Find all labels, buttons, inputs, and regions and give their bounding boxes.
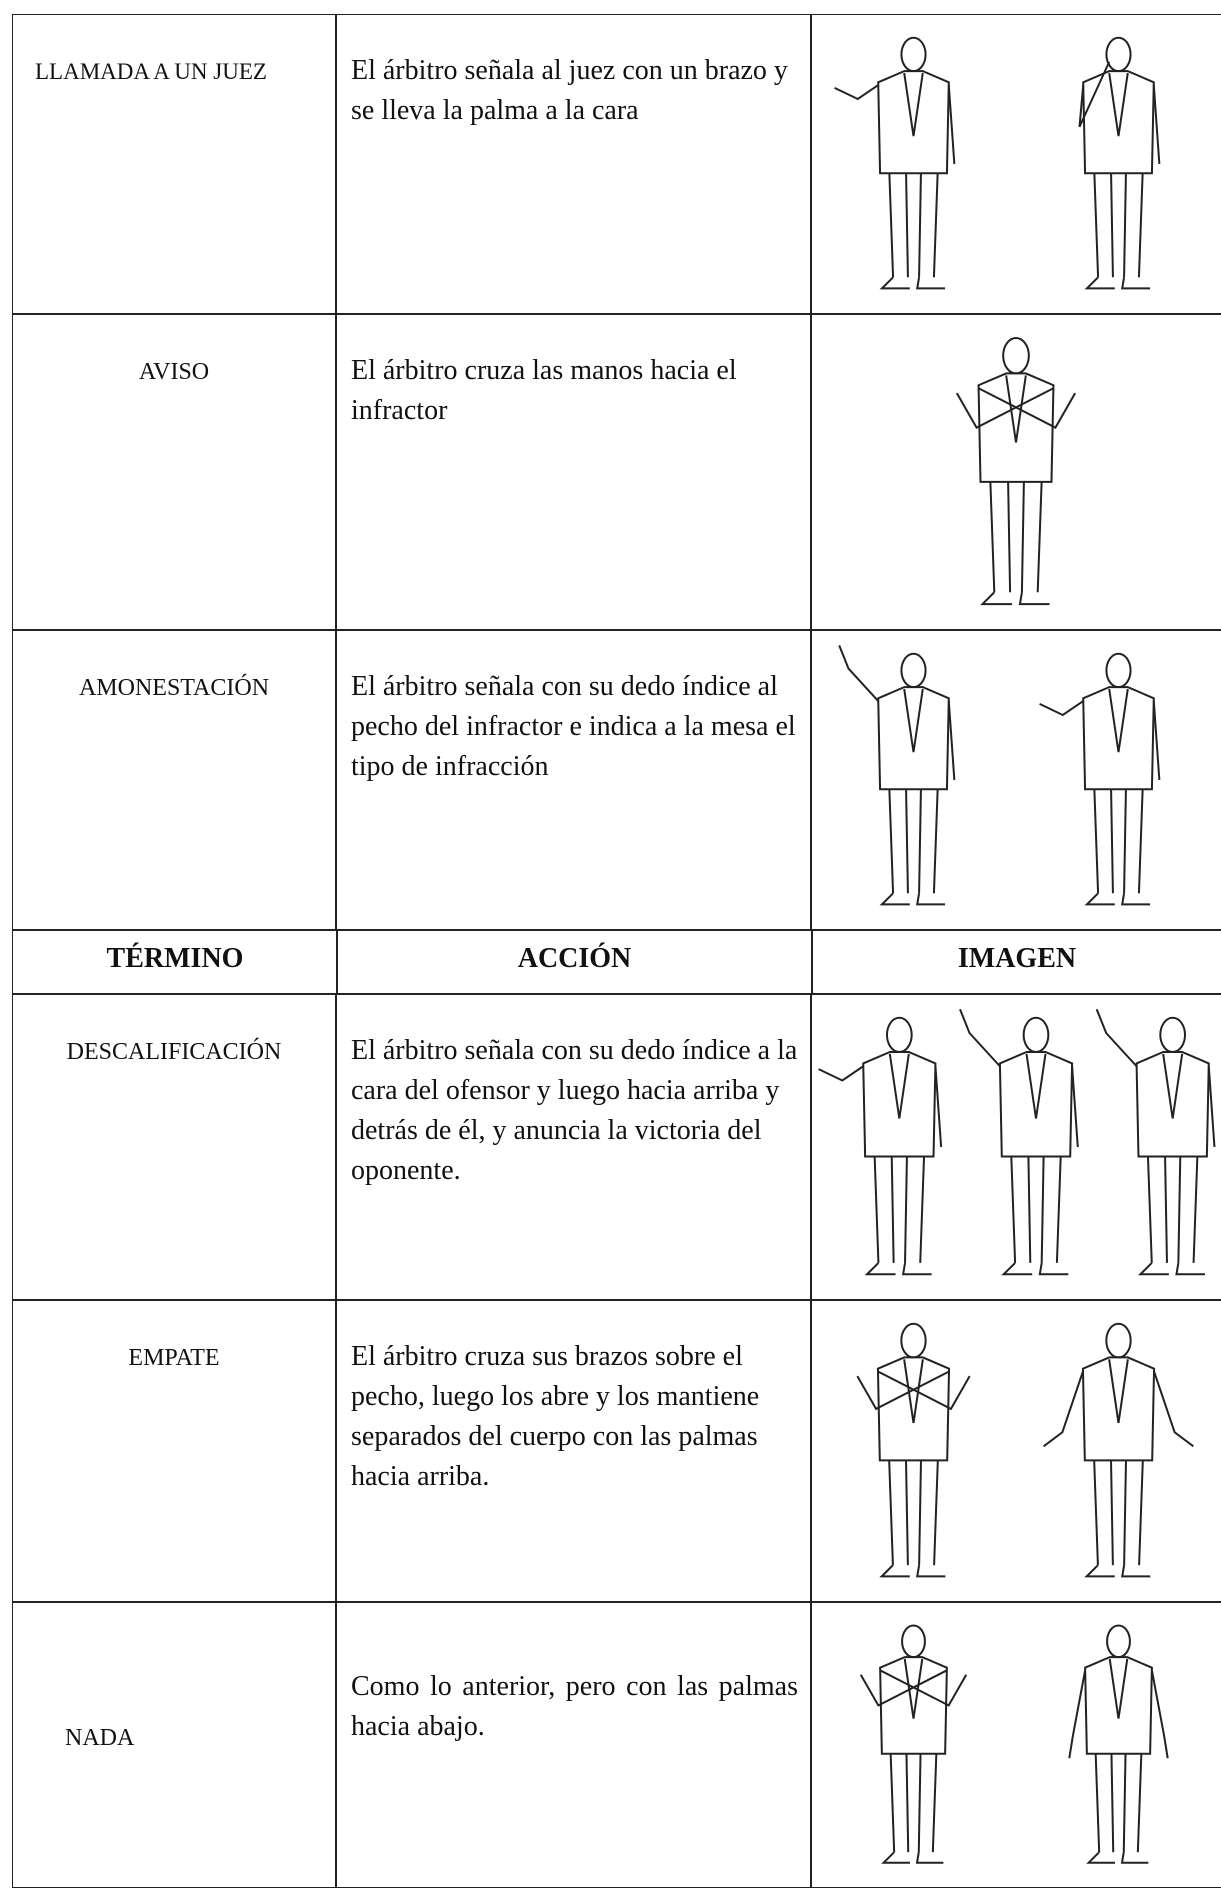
header-cell: ACCIÓN	[336, 930, 813, 994]
figure-stroke	[1084, 1564, 1151, 1578]
figure-stroke	[1093, 1460, 1144, 1566]
figure-stroke	[900, 36, 927, 73]
figure-stroke	[1094, 1753, 1143, 1853]
figure-stroke	[980, 591, 1050, 606]
figure-stroke	[989, 481, 1043, 593]
figure-stroke	[903, 1658, 924, 1719]
figure-stroke	[1105, 652, 1132, 689]
figure-stroke	[879, 1564, 946, 1578]
figure-stroke	[1005, 375, 1027, 443]
action-cell: El árbitro señala al juez con un brazo y…	[336, 14, 811, 314]
figure-stroke	[1084, 276, 1151, 290]
figure-stroke	[903, 72, 924, 137]
figure-stroke	[864, 1262, 932, 1276]
action-cell: El árbitro señala con su dedo índice al …	[336, 630, 811, 930]
figure-stroke	[818, 1065, 943, 1148]
figure-stroke	[959, 1008, 1079, 1148]
action-cell: El árbitro cruza las manos hacia el infr…	[336, 314, 811, 630]
figure-stroke	[1108, 688, 1129, 753]
term-cell: AVISO	[12, 314, 336, 630]
figure-stroke	[1043, 1371, 1194, 1448]
action-cell: El árbitro cruza sus brazos sobre el pec…	[336, 1300, 811, 1602]
figure-stroke	[859, 1669, 968, 1707]
image-cell	[811, 1300, 1221, 1602]
figure-stroke	[901, 1624, 926, 1659]
figure-stroke	[881, 1851, 944, 1864]
figure-stroke	[1084, 1656, 1153, 1755]
figure-stroke	[1105, 36, 1132, 73]
figure-stroke	[889, 1753, 938, 1853]
figure-stroke	[856, 1370, 971, 1411]
figure-stroke	[1025, 1053, 1047, 1119]
figure-stroke	[1108, 1658, 1129, 1719]
figure-stroke	[888, 1460, 939, 1566]
term-cell: EMPATE	[12, 1300, 336, 1602]
header-cell: IMAGEN	[811, 930, 1221, 994]
figure-stroke	[885, 1016, 913, 1054]
figure-stroke	[955, 387, 1077, 429]
figure-stroke	[1159, 1016, 1187, 1054]
figure-stroke	[1135, 1051, 1210, 1158]
figure-stroke	[1082, 686, 1155, 791]
figure-stroke	[877, 686, 950, 791]
figure-stroke	[1105, 1322, 1132, 1359]
figure-stroke	[977, 372, 1055, 483]
figure-stroke	[903, 688, 924, 753]
figure-stroke	[877, 70, 950, 175]
image-cell	[811, 314, 1221, 630]
figure-stroke	[1081, 1356, 1156, 1462]
figure-stroke	[1162, 1053, 1184, 1119]
figure-stroke	[838, 644, 956, 781]
figure-stroke	[1001, 1262, 1069, 1276]
image-cell	[811, 994, 1221, 1300]
figure-stroke	[834, 84, 956, 165]
figure-stroke	[876, 1356, 951, 1462]
figure-stroke	[879, 276, 946, 290]
figure-stroke	[1137, 1262, 1205, 1276]
term-cell: LLAMADA A UN JUEZ	[12, 14, 336, 314]
figure-stroke	[1002, 336, 1030, 375]
figure-stroke	[879, 1656, 948, 1755]
figure-stroke	[900, 1322, 927, 1359]
figure-stroke	[1022, 1016, 1050, 1054]
action-cell: El árbitro señala con su dedo índice a l…	[336, 994, 811, 1300]
figure-stroke	[879, 892, 946, 906]
figure-stroke	[888, 1053, 910, 1119]
figure-stroke	[862, 1051, 937, 1158]
figure-stroke	[1039, 700, 1161, 781]
term-cell: DESCALIFICACIÓN	[12, 994, 336, 1300]
figure-stroke	[1146, 1156, 1199, 1263]
image-cell	[811, 630, 1221, 930]
figure-stroke	[1106, 1624, 1131, 1659]
figure-stroke	[1108, 72, 1129, 137]
header-cell: TÉRMINO	[12, 930, 338, 994]
term-cell: AMONESTACIÓN	[12, 630, 336, 930]
figure-stroke	[903, 1359, 924, 1424]
figure-stroke	[1086, 1851, 1149, 1864]
figure-stroke	[1108, 1359, 1129, 1424]
figure-stroke	[1093, 789, 1144, 894]
image-cell	[811, 14, 1221, 314]
figure-stroke	[1082, 70, 1155, 175]
figure-stroke	[1010, 1156, 1062, 1263]
figure-stroke	[1093, 173, 1144, 278]
figure-stroke	[1078, 61, 1161, 165]
figure-stroke	[873, 1156, 926, 1263]
figure-stroke	[888, 789, 939, 894]
figure-stroke	[998, 1051, 1074, 1158]
figure-stroke	[888, 173, 939, 278]
figure-stroke	[1095, 1008, 1216, 1148]
figure-stroke	[1068, 1670, 1169, 1759]
figure-stroke	[1084, 892, 1151, 906]
figure-stroke	[900, 652, 927, 689]
